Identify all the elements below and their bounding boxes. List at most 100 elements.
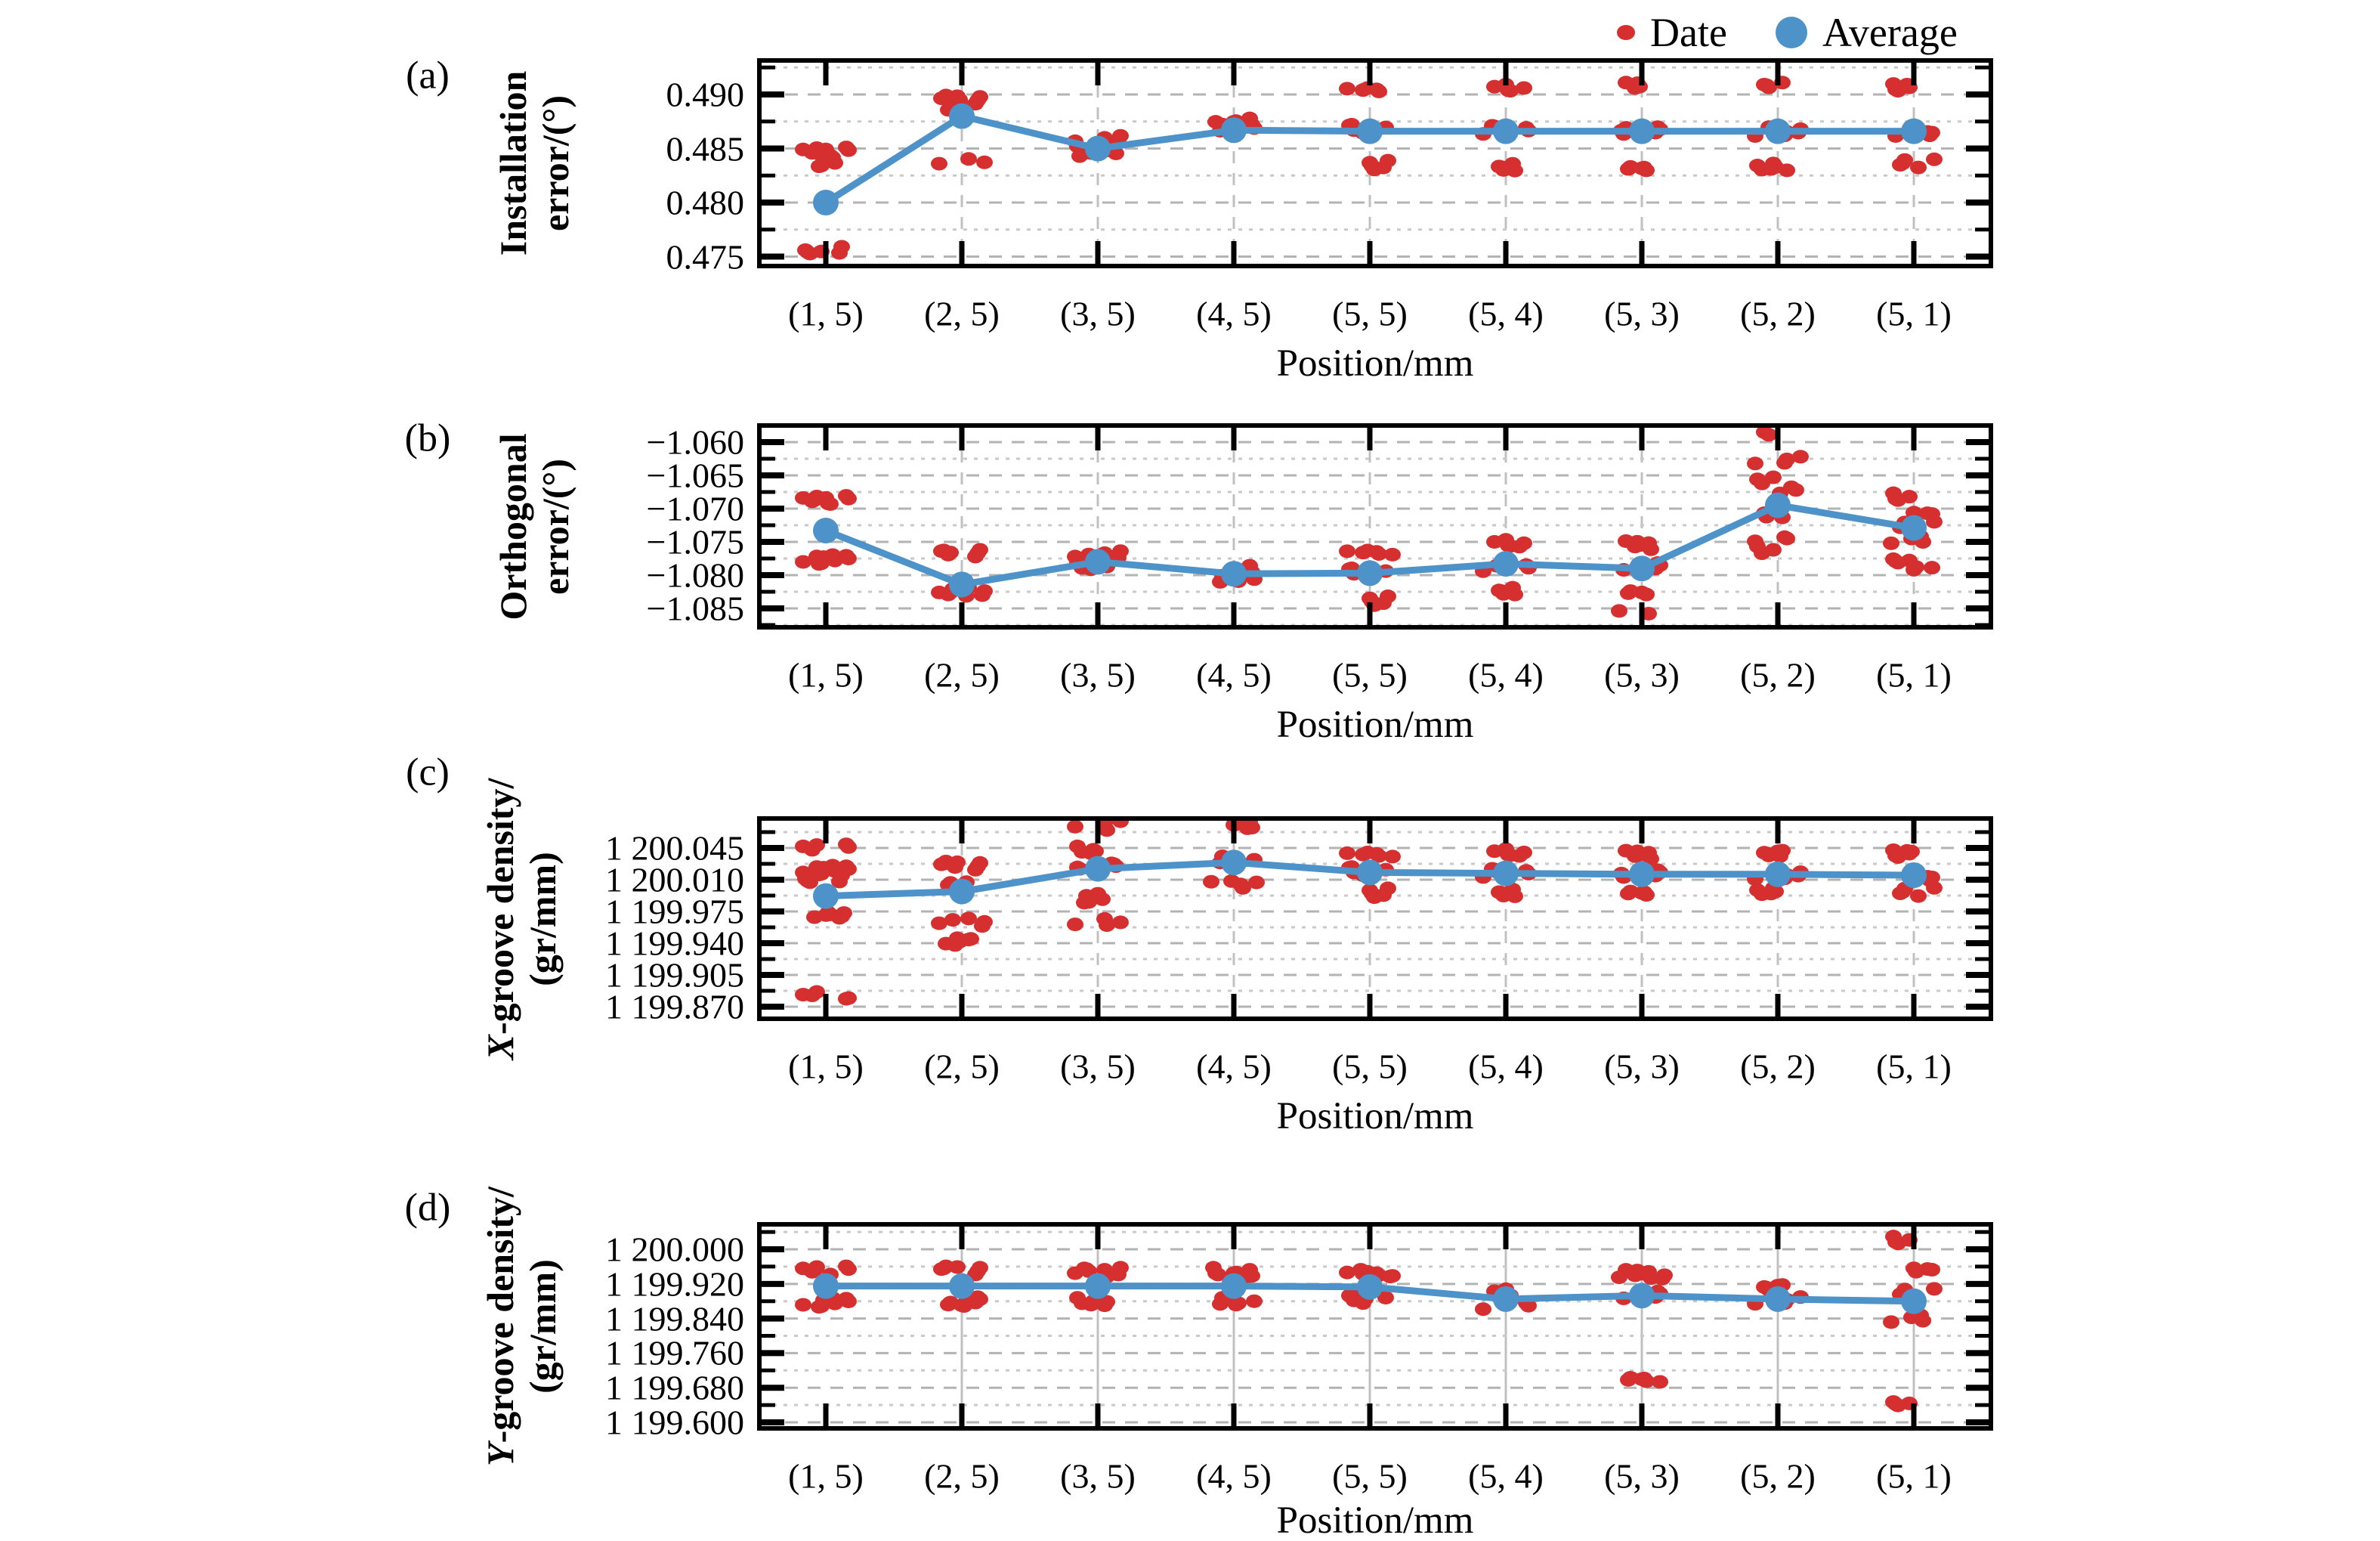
x-category-label: (5, 2)	[1740, 655, 1816, 695]
x-category-label: (2, 5)	[924, 1047, 1000, 1086]
y-tick-label: 0.475	[666, 237, 745, 277]
ticks-a	[762, 63, 1989, 264]
average-marker	[1357, 859, 1383, 886]
x-category-label: (5, 4)	[1468, 655, 1544, 695]
y-tick-label: −1.060	[646, 422, 744, 462]
x-category-label: (4, 5)	[1196, 1047, 1272, 1086]
average-marker	[1901, 118, 1927, 144]
average-series-c	[813, 849, 1927, 909]
average-marker	[1629, 1283, 1655, 1309]
average-marker	[1901, 515, 1927, 541]
x-category-label: (5, 3)	[1604, 1456, 1680, 1496]
x-category-label: (3, 5)	[1060, 294, 1136, 333]
x-category-label: (5, 2)	[1740, 1047, 1816, 1086]
average-marker	[1629, 555, 1655, 582]
y-tick-label: 1 199.680	[605, 1368, 744, 1407]
panel-c	[757, 816, 1993, 1021]
x-category-label: (5, 2)	[1740, 294, 1816, 333]
x-category-label: (1, 5)	[788, 1456, 864, 1496]
x-category-label: (5, 1)	[1876, 655, 1952, 695]
x-category-label: (5, 5)	[1332, 1047, 1408, 1086]
average-marker	[1493, 1286, 1519, 1312]
date-points-a	[795, 76, 1943, 261]
y-tick-label: 1 200.000	[605, 1230, 744, 1269]
average-marker	[1357, 118, 1383, 144]
average-marker	[1901, 862, 1927, 889]
y-tick-label: 1 200.010	[605, 860, 744, 899]
x-axis-title-b: Position/mm	[1276, 704, 1474, 746]
y-tick-label: 0.485	[666, 129, 745, 169]
y-tick-label: 1 199.905	[605, 955, 744, 995]
x-category-label: (1, 5)	[788, 1047, 864, 1086]
average-marker	[1629, 861, 1655, 887]
average-marker	[1765, 1286, 1791, 1312]
y-axis-label-b: Orthogonal error/(°)	[492, 432, 576, 620]
x-category-label: (5, 3)	[1604, 294, 1680, 333]
legend: Date Average	[1617, 6, 1958, 59]
x-axis-title-d: Position/mm	[1276, 1499, 1474, 1541]
average-legend-marker-icon	[1775, 17, 1807, 48]
y-tick-label: 1 199.940	[605, 924, 744, 963]
average-series-b	[813, 492, 1927, 598]
average-marker	[1085, 549, 1111, 575]
y-tick-label: −1.075	[646, 522, 744, 562]
x-category-label: (5, 1)	[1876, 294, 1952, 333]
average-series-d	[813, 1273, 1927, 1314]
average-marker	[1221, 1273, 1247, 1299]
average-marker	[1493, 551, 1519, 577]
x-category-label: (2, 5)	[924, 1456, 1000, 1496]
y-axis-label-a: Installation error/(°)	[492, 70, 576, 256]
panel-letter-d: (d)	[404, 1186, 451, 1230]
x-category-label: (5, 5)	[1332, 655, 1408, 695]
y-tick-label: 1 199.920	[605, 1264, 744, 1304]
x-category-label: (5, 1)	[1876, 1456, 1952, 1496]
average-marker	[949, 103, 975, 129]
panel-letter-b: (b)	[404, 416, 451, 460]
y-axis-label-c: X-groove density/(gr/mm)	[479, 778, 564, 1060]
ticks-c	[762, 821, 1989, 1017]
x-axis-title-c: Position/mm	[1276, 1095, 1474, 1137]
average-marker	[1493, 118, 1519, 144]
average-marker	[1085, 1273, 1111, 1299]
x-category-label: (5, 3)	[1604, 1047, 1680, 1086]
x-category-label: (5, 4)	[1468, 294, 1544, 333]
plot-border	[757, 58, 1993, 268]
average-marker	[949, 571, 975, 598]
x-category-label: (5, 5)	[1332, 294, 1408, 333]
average-marker	[813, 518, 839, 544]
plot-border	[757, 423, 1993, 630]
ticks-d	[762, 1227, 1989, 1426]
average-marker	[1901, 1288, 1927, 1314]
average-marker	[949, 878, 975, 905]
panel-letter-a: (a)	[406, 54, 450, 97]
y-tick-label: −1.065	[646, 456, 744, 495]
y-tick-label: 1 199.975	[605, 892, 744, 931]
x-category-label: (4, 5)	[1196, 294, 1272, 333]
average-marker	[813, 190, 839, 216]
x-category-label: (1, 5)	[788, 294, 864, 333]
average-marker	[1357, 560, 1383, 586]
average-marker	[813, 1273, 839, 1299]
panel-a	[757, 58, 1993, 268]
average-marker	[1221, 117, 1247, 144]
y-tick-label: −1.085	[646, 589, 744, 628]
x-category-label: (2, 5)	[924, 294, 1000, 333]
y-tick-label: 1 199.600	[605, 1403, 744, 1442]
x-category-label: (4, 5)	[1196, 1456, 1272, 1496]
y-tick-label: −1.070	[646, 489, 744, 528]
date-legend-marker-icon	[1617, 25, 1635, 40]
average-marker	[949, 1273, 975, 1299]
average-legend-label: Average	[1822, 10, 1958, 55]
y-tick-label: 0.490	[666, 75, 745, 114]
y-axis-label-d: Y-groove density/(gr/mm)	[479, 1187, 564, 1466]
x-category-label: (5, 1)	[1876, 1047, 1952, 1086]
x-category-label: (5, 2)	[1740, 1456, 1816, 1496]
y-tick-label: 1 199.870	[605, 987, 744, 1026]
y-tick-label: 1 199.760	[605, 1333, 744, 1372]
x-category-label: (3, 5)	[1060, 1047, 1136, 1086]
average-marker	[1221, 561, 1247, 587]
x-category-label: (5, 3)	[1604, 655, 1680, 695]
average-marker	[1765, 118, 1791, 144]
